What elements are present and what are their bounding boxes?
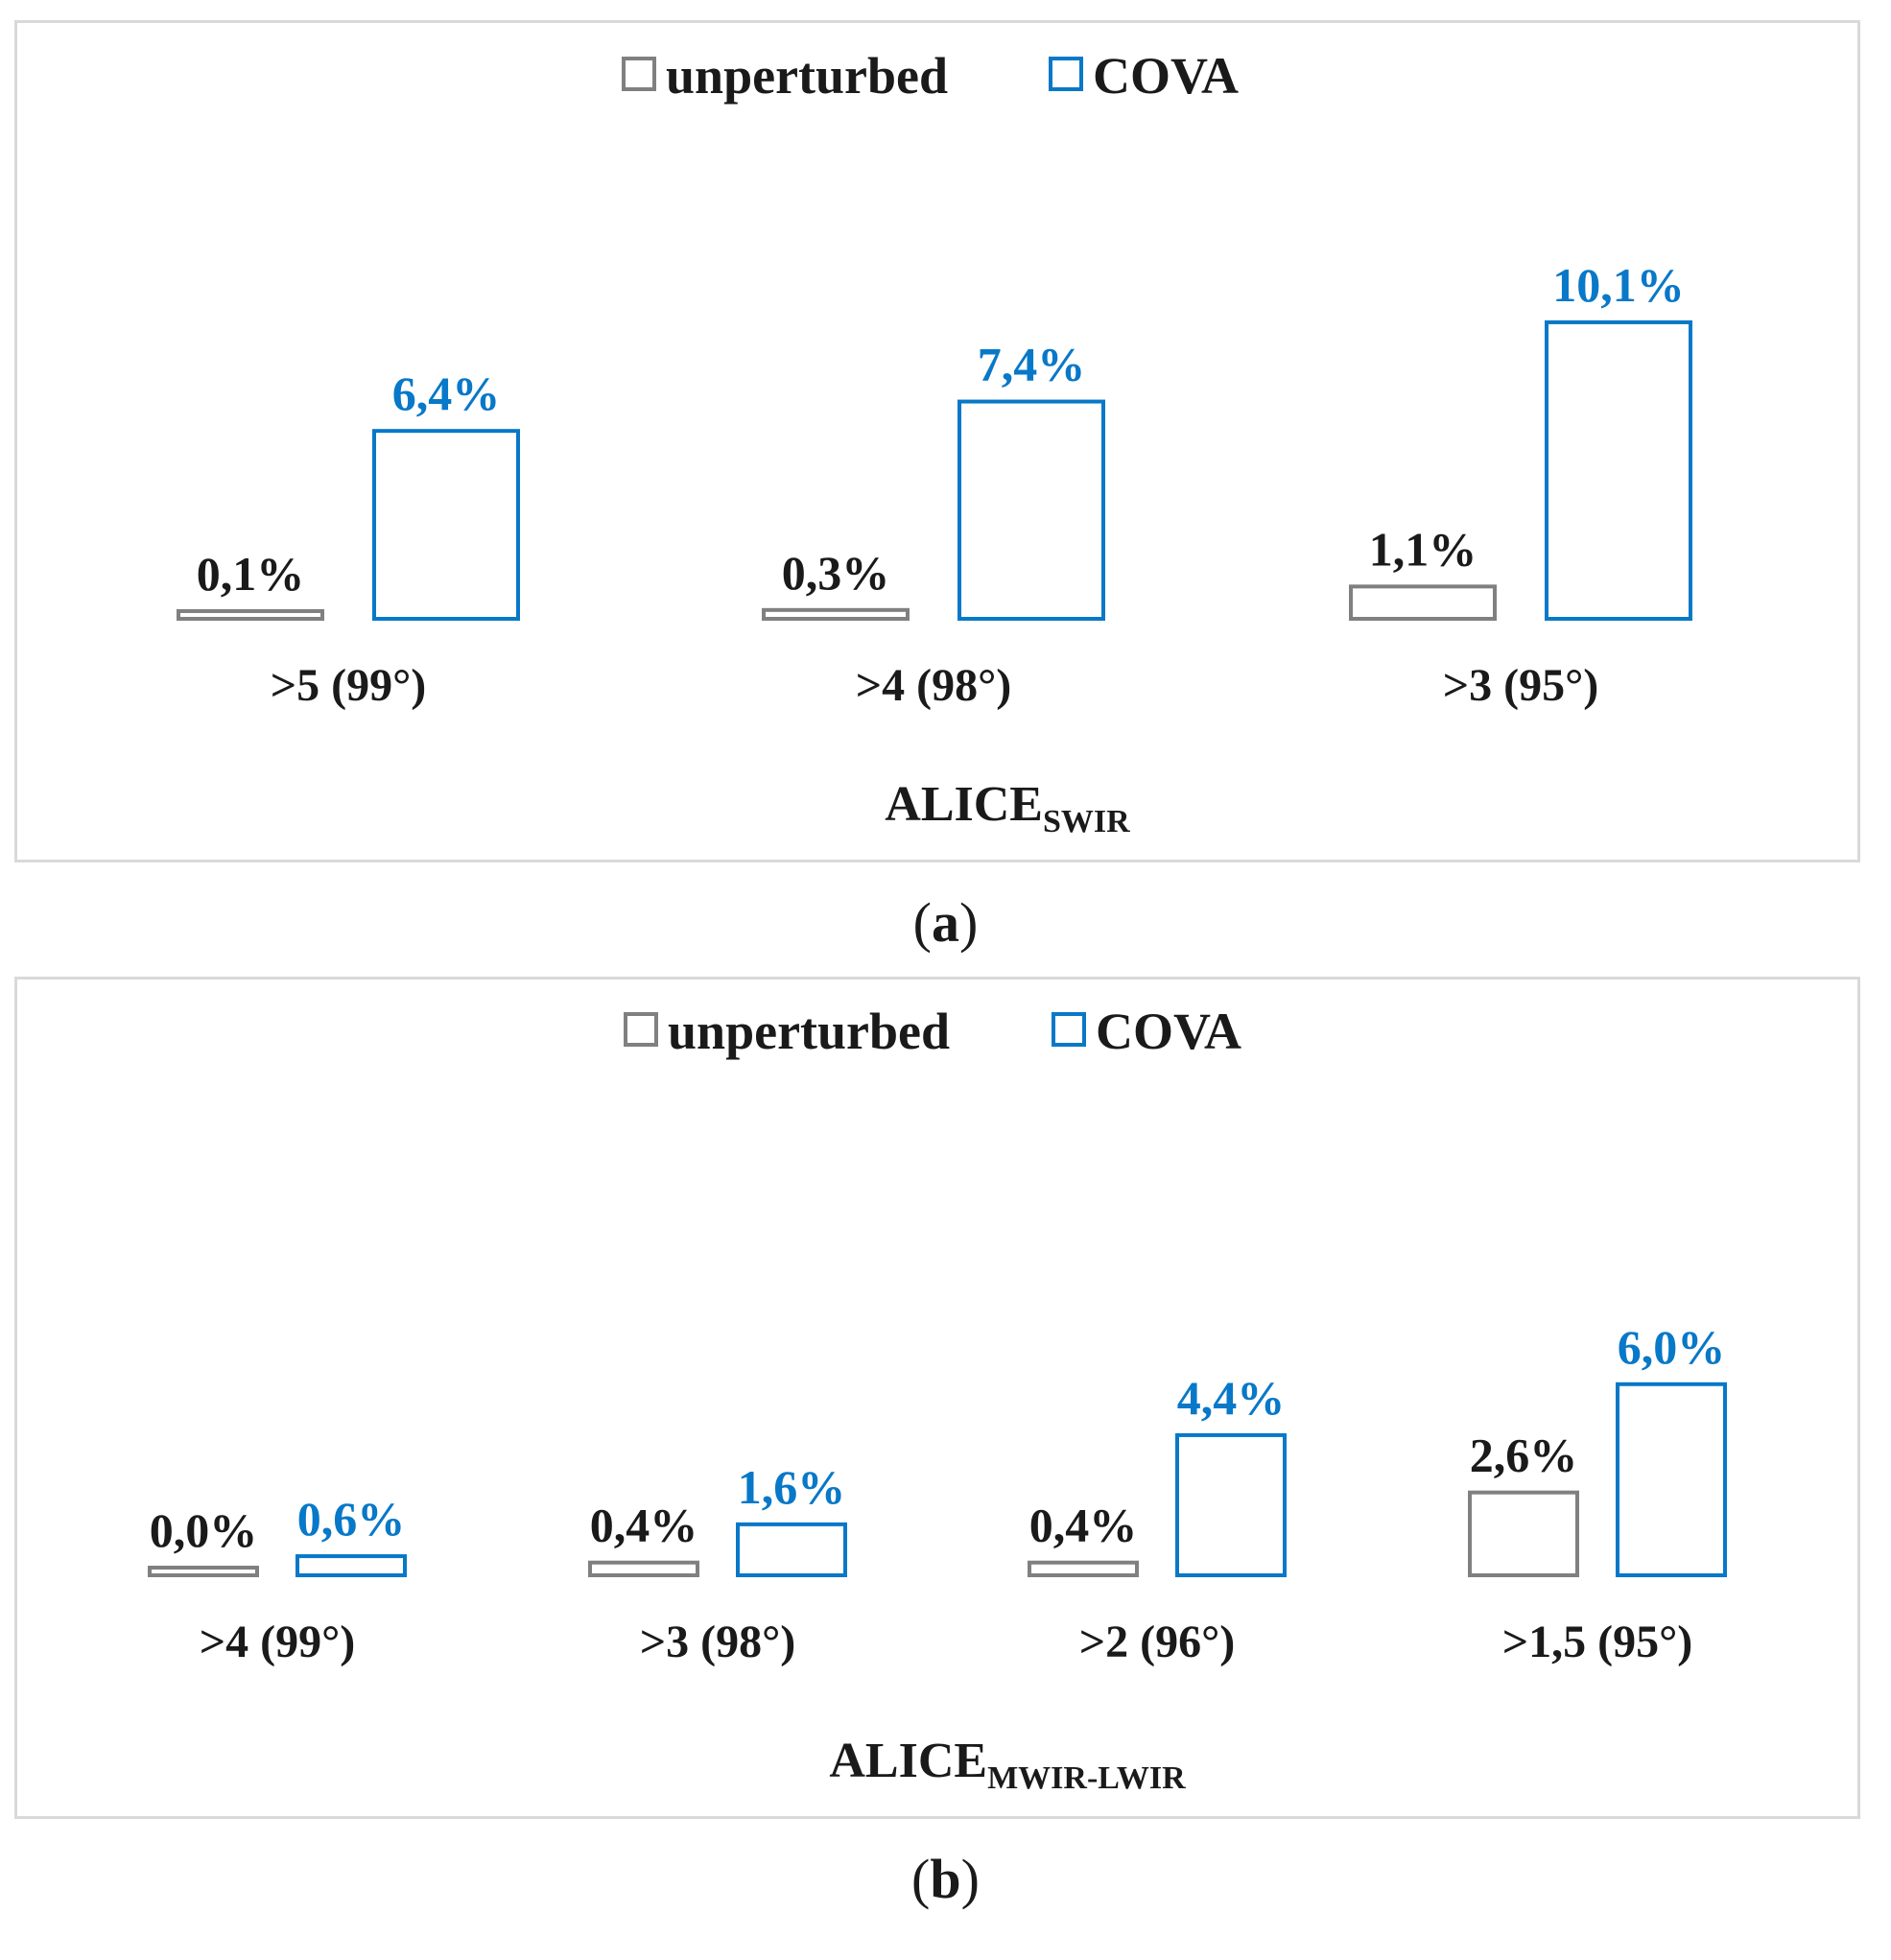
data-label-a-1-0: 6,4% [392, 366, 501, 420]
legend-swatch-a-1 [1049, 57, 1083, 91]
legend-swatch-b-0 [624, 1012, 658, 1047]
bar-a-1-2 [1545, 319, 1692, 621]
legend-label-a-0: unperturbed [666, 47, 948, 105]
chart-panel-b [14, 977, 1860, 1819]
data-label-b-0-1: 0,4% [590, 1499, 698, 1552]
bar-b-1-0 [295, 1554, 407, 1577]
panel-label-b: (b) [911, 1848, 980, 1910]
category-label-b-3: >1,5 (95°) [1502, 1617, 1693, 1667]
bar-b-1-2 [1175, 1432, 1287, 1578]
legend-swatch-b-1 [1052, 1012, 1086, 1047]
bar-a-1-1 [957, 399, 1105, 621]
legend-label-b-0: unperturbed [668, 1003, 950, 1060]
bar-a-0-0 [177, 609, 324, 621]
data-label-a-1-2: 10,1% [1552, 258, 1685, 312]
data-label-b-0-0: 0,0% [150, 1503, 258, 1557]
data-label-b-1-0: 0,6% [297, 1492, 406, 1546]
legend-swatch-a-0 [622, 57, 656, 91]
data-label-b-0-3: 2,6% [1470, 1429, 1578, 1482]
category-label-a-1: >4 (98°) [856, 660, 1012, 711]
data-label-b-0-2: 0,4% [1029, 1499, 1138, 1552]
data-label-a-0-0: 0,1% [197, 547, 305, 601]
category-label-a-2: >3 (95°) [1443, 660, 1599, 711]
data-label-a-1-1: 7,4% [978, 338, 1086, 391]
category-label-b-0: >4 (99°) [200, 1617, 356, 1667]
category-label-b-1: >3 (98°) [640, 1617, 796, 1667]
legend-label-b-1: COVA [1096, 1003, 1241, 1060]
bar-b-1-1 [736, 1522, 847, 1578]
bar-b-0-0 [148, 1566, 259, 1577]
data-label-a-0-1: 0,3% [782, 546, 890, 600]
panel-label-b-text: b [930, 1848, 961, 1910]
bar-b-0-2 [1028, 1560, 1139, 1577]
chart-title-a: ALICESWIR [885, 777, 1130, 839]
bar-b-0-1 [588, 1560, 699, 1577]
chart-title-b: ALICEMWIR-LWIR [829, 1734, 1186, 1796]
category-label-b-2: >2 (96°) [1079, 1617, 1236, 1667]
chart-panel-a [14, 20, 1860, 862]
bar-a-0-1 [762, 607, 910, 622]
bar-a-0-2 [1349, 584, 1497, 622]
panel-label-a: (a) [912, 891, 979, 954]
data-label-b-1-1: 1,6% [738, 1460, 846, 1514]
bar-a-1-0 [372, 429, 520, 621]
panel-label-a-text: a [932, 891, 959, 954]
legend-label-a-1: COVA [1093, 47, 1239, 105]
bar-b-1-3 [1616, 1381, 1727, 1578]
data-label-b-1-3: 6,0% [1618, 1320, 1726, 1374]
bar-b-0-3 [1468, 1490, 1579, 1578]
data-label-a-0-2: 1,1% [1369, 522, 1477, 576]
category-label-a-0: >5 (99°) [271, 660, 427, 711]
data-label-b-1-2: 4,4% [1177, 1371, 1286, 1425]
